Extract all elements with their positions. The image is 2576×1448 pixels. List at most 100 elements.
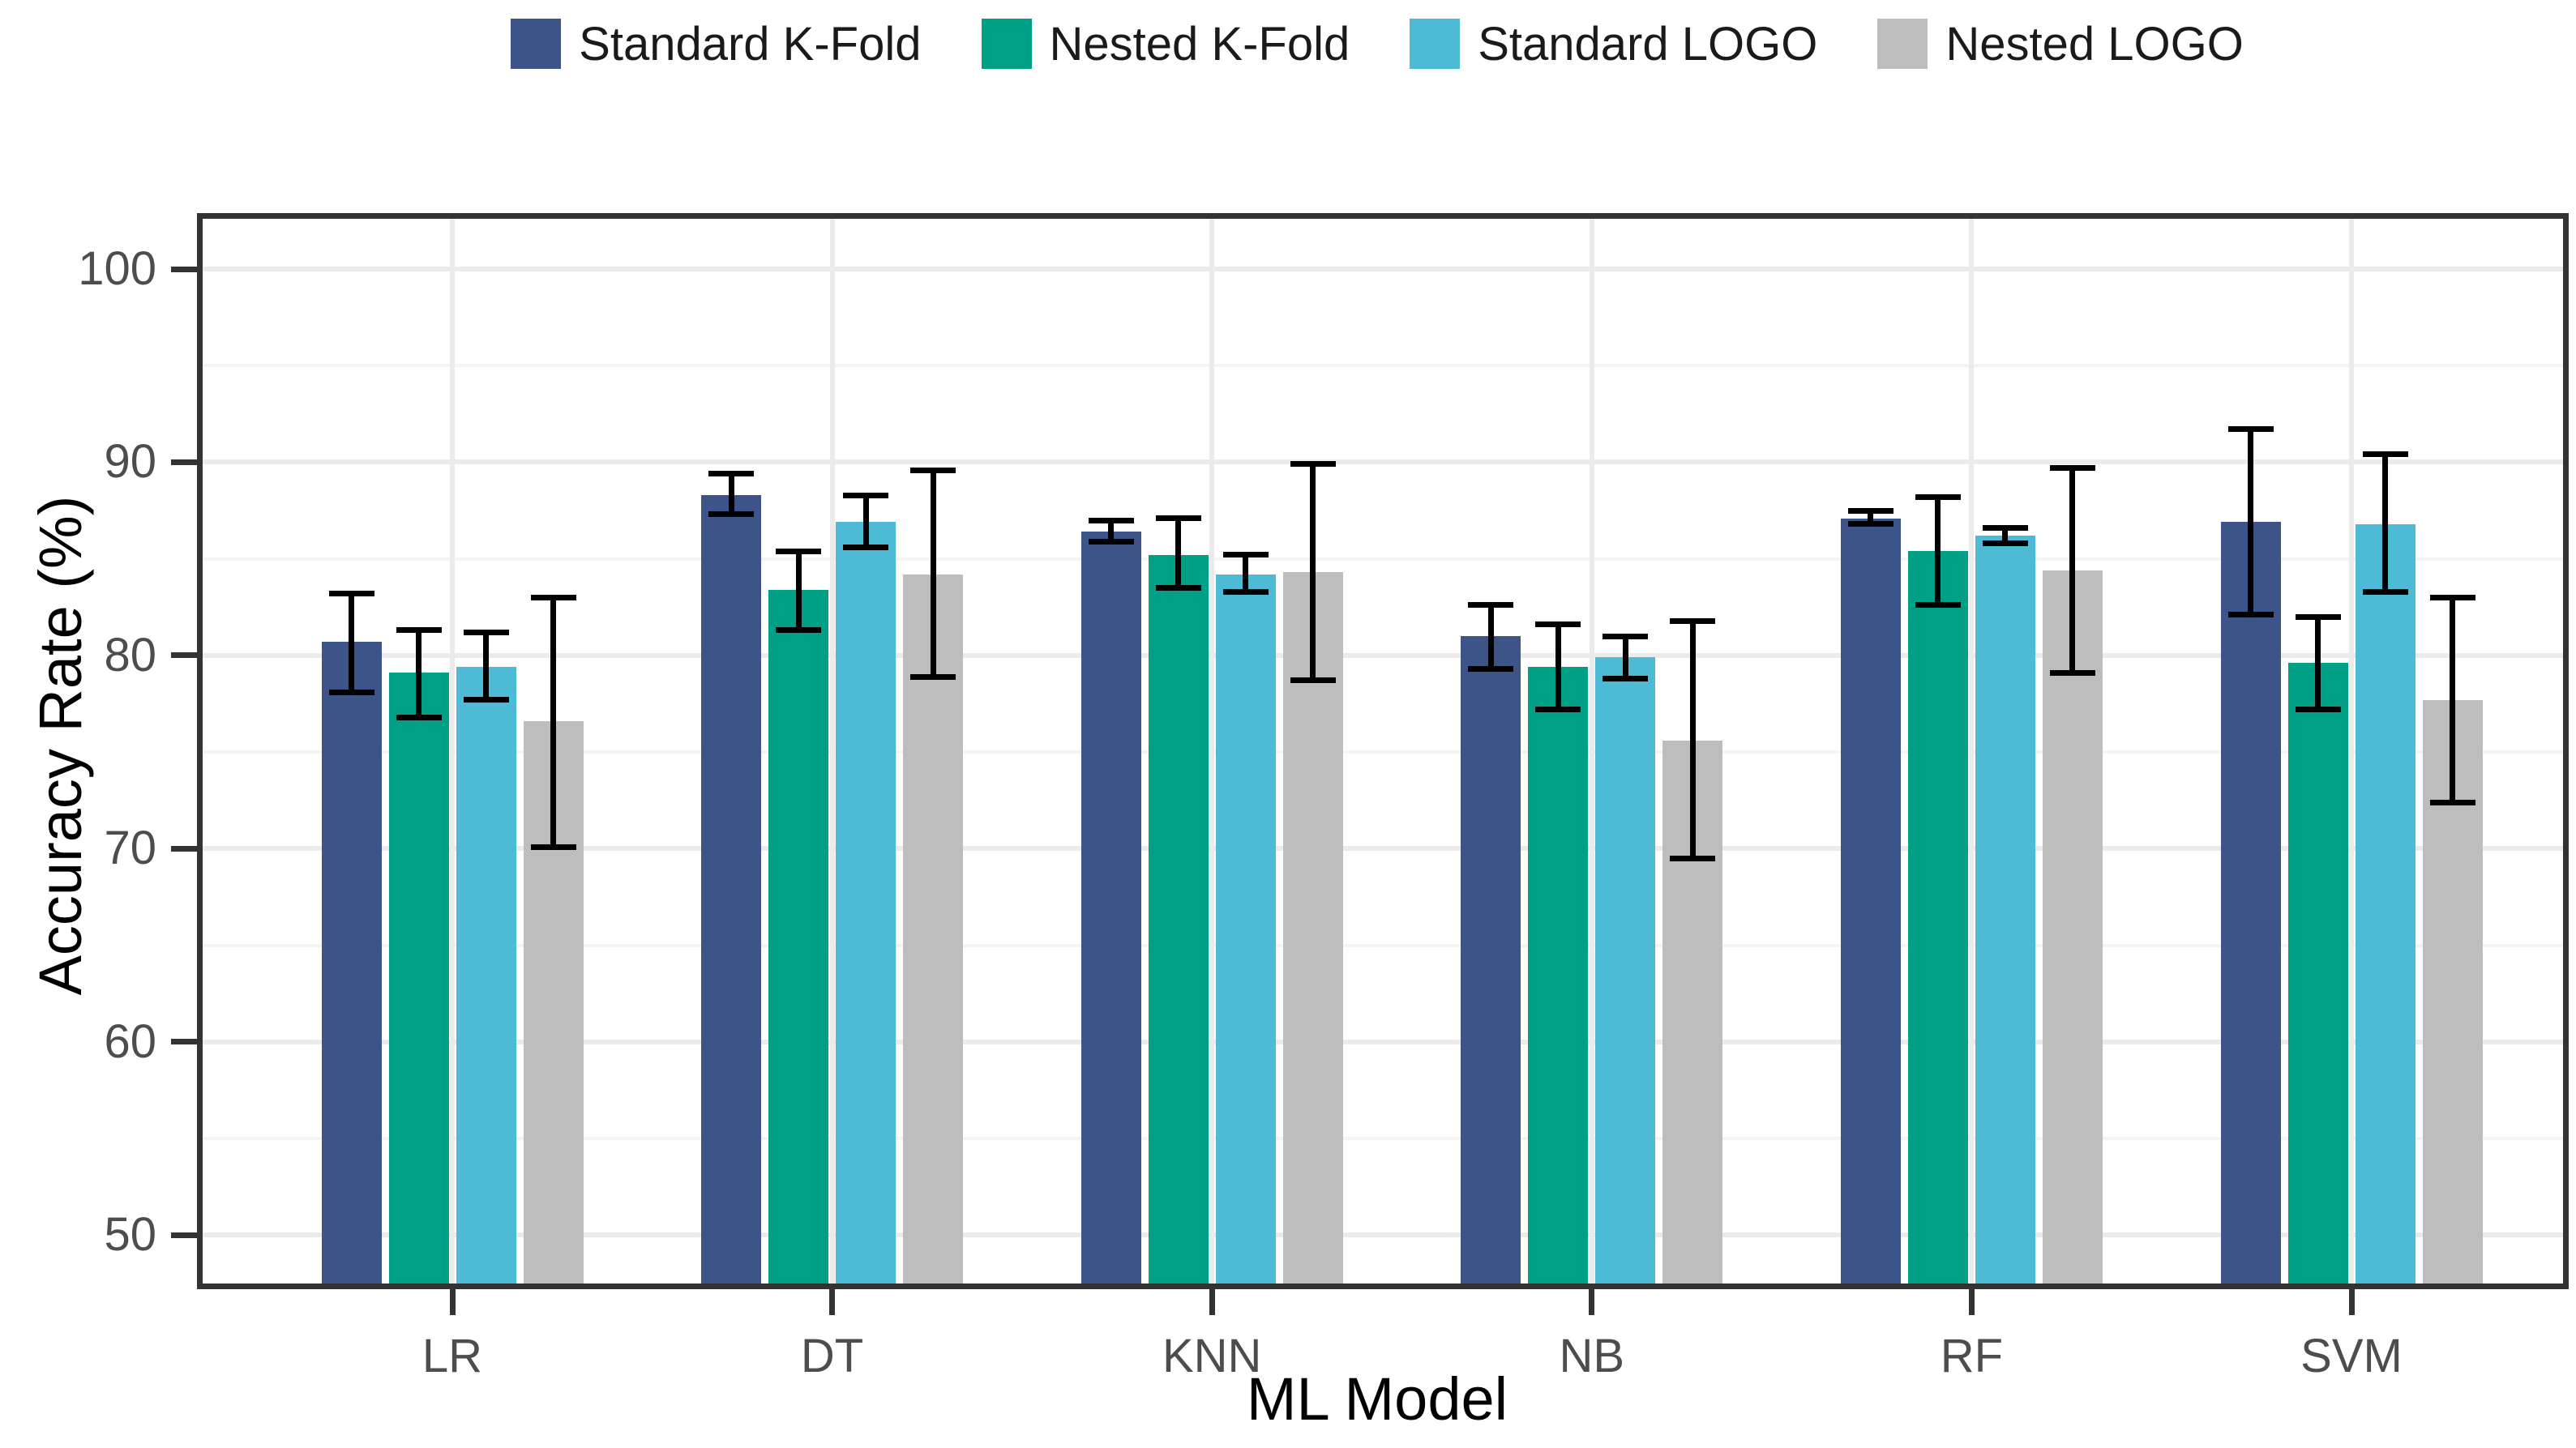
- gridline-major-x-LR: [450, 219, 455, 1284]
- y-tick-label-90: 90: [104, 435, 156, 489]
- gridline-major-y-90: [203, 459, 2563, 465]
- y-tick-label-80: 80: [104, 628, 156, 681]
- gridline-major-y-70: [203, 846, 2563, 852]
- error-bar-cap-bottom: [708, 511, 755, 518]
- error-bar-cap-top: [2227, 426, 2274, 433]
- legend-swatch: [1410, 19, 1461, 69]
- error-bar-line: [2248, 429, 2253, 615]
- error-bar-line: [1243, 554, 1249, 592]
- x-tick-mark-DT: [829, 1289, 836, 1315]
- x-tick-mark-LR: [449, 1289, 456, 1315]
- error-bar-line: [2002, 528, 2009, 544]
- y-tick-mark-90: [171, 459, 197, 465]
- error-bar-cap-top: [1847, 507, 1893, 514]
- gridline-major-y-100: [203, 267, 2563, 271]
- gridline-major-x-RF: [1969, 219, 1975, 1284]
- x-tick-mark-SVM: [2348, 1289, 2355, 1315]
- gridline-major-x-KNN: [1209, 219, 1215, 1284]
- bar-KNN-standard-k-fold: [1080, 532, 1141, 1284]
- bar-RF-nested-logo: [2042, 570, 2103, 1284]
- error-bar-cap-top: [776, 548, 822, 554]
- error-bar-cap-bottom: [1290, 677, 1336, 684]
- error-bar-cap-top: [2049, 465, 2095, 472]
- x-tick-label-KNN: KNN: [1162, 1330, 1262, 1382]
- gridline-minor-y-55: [203, 1137, 2563, 1141]
- x-tick-mark-NB: [1589, 1289, 1595, 1315]
- error-bar-cap-bottom: [396, 714, 442, 720]
- legend-label: Standard LOGO: [1478, 17, 1818, 70]
- x-tick-mark-RF: [1968, 1289, 1975, 1315]
- error-bar-cap-top: [1290, 461, 1336, 468]
- legend-label: Nested LOGO: [1945, 17, 2244, 70]
- bar-RF-standard-k-fold: [1840, 518, 1901, 1284]
- bar-SVM-standard-k-fold: [2220, 522, 2281, 1284]
- bar-DT-standard-k-fold: [701, 495, 762, 1284]
- error-bar-cap-bottom: [463, 697, 509, 703]
- error-bar-cap-top: [463, 629, 509, 635]
- error-bar-cap-top: [328, 591, 374, 597]
- error-bar-cap-top: [1468, 602, 1514, 609]
- legend-item-nested-k-fold: Nested K-Fold: [981, 17, 1350, 71]
- error-bar-cap-bottom: [1088, 538, 1134, 545]
- error-bar-cap-top: [1088, 517, 1134, 523]
- error-bar-line: [2315, 617, 2321, 710]
- error-bar-line: [1487, 604, 1494, 669]
- error-bar-cap-top: [1222, 552, 1269, 558]
- y-axis-title: Accuracy Rate (%): [27, 495, 94, 996]
- bar-NB-standard-logo: [1595, 657, 1656, 1284]
- error-bar-cap-bottom: [2362, 588, 2408, 595]
- gridline-major-y-50: [203, 1232, 2563, 1238]
- error-bar-cap-top: [2295, 613, 2341, 620]
- error-bar-cap-top: [843, 492, 889, 498]
- error-bar-line: [1175, 518, 1182, 588]
- plot-panel: [197, 213, 2569, 1289]
- x-tick-label-RF: RF: [1940, 1330, 2004, 1382]
- error-bar-line: [1622, 636, 1628, 679]
- error-bar-line: [795, 551, 802, 630]
- gridline-major-x-DT: [829, 219, 835, 1284]
- bar-DT-nested-logo: [903, 574, 964, 1284]
- bar-LR-standard-logo: [456, 667, 516, 1284]
- gridline-minor-y-65: [203, 943, 2563, 947]
- error-bar-cap-bottom: [328, 689, 374, 695]
- error-bar-line: [2069, 468, 2076, 673]
- error-bar-cap-bottom: [1468, 666, 1514, 673]
- error-bar-cap-bottom: [2429, 799, 2475, 805]
- gridline-minor-y-85: [203, 557, 2563, 561]
- error-bar-cap-bottom: [1915, 602, 1961, 609]
- error-bar-cap-top: [1155, 515, 1201, 522]
- bar-LR-nested-k-fold: [388, 673, 449, 1284]
- chart-legend: Standard K-Fold Nested K-Fold Standard LOG…: [197, 5, 2557, 83]
- x-axis-title: ML Model: [1246, 1365, 1508, 1433]
- bar-DT-standard-logo: [836, 522, 896, 1284]
- bar-LR-standard-k-fold: [321, 642, 382, 1284]
- error-bar-cap-bottom: [1155, 584, 1201, 591]
- bar-RF-nested-k-fold: [1907, 551, 1968, 1284]
- error-bar-cap-top: [396, 627, 442, 634]
- error-bar-cap-top: [708, 471, 755, 477]
- error-bar-cap-top: [1670, 617, 1716, 624]
- error-bar-cap-bottom: [776, 627, 822, 634]
- x-tick-mark-KNN: [1209, 1289, 1215, 1315]
- bar-RF-standard-logo: [1975, 536, 2035, 1284]
- error-bar-cap-bottom: [1670, 855, 1716, 861]
- error-bar-line: [728, 473, 734, 515]
- bar-SVM-nested-k-fold: [2287, 663, 2348, 1284]
- error-bar-line: [483, 632, 489, 700]
- error-bar-line: [930, 470, 936, 677]
- bar-DT-nested-k-fold: [768, 589, 829, 1284]
- error-bar-cap-bottom: [1603, 676, 1649, 682]
- bar-NB-nested-k-fold: [1528, 667, 1589, 1284]
- legend-label: Nested K-Fold: [1049, 17, 1350, 70]
- y-tick-mark-100: [171, 266, 197, 272]
- legend-swatch: [981, 19, 1032, 69]
- legend-item-standard-k-fold: Standard K-Fold: [511, 17, 922, 71]
- x-tick-label-DT: DT: [800, 1330, 864, 1382]
- error-bar-line: [862, 495, 869, 548]
- error-bar-line: [1868, 510, 1874, 524]
- error-bar-line: [2450, 597, 2455, 803]
- error-bar-cap-bottom: [843, 544, 889, 550]
- y-tick-label-100: 100: [78, 242, 156, 295]
- error-bar-cap-top: [910, 467, 956, 473]
- gridline-minor-y-75: [203, 750, 2563, 754]
